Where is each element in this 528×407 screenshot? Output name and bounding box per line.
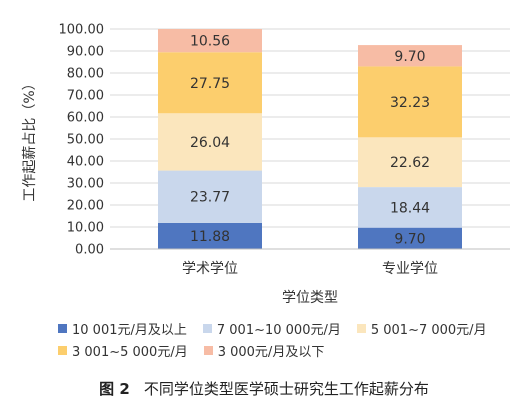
data-label-0-1: 23.77 [190,190,230,206]
bar-segment-1-2 [358,137,462,188]
legend-swatch-3001-5000 [58,345,67,355]
y-tick-label-3: 30.00 [67,177,104,192]
data-label-1-1: 18.44 [390,200,430,216]
y-axis-title: 工作起薪占比（%） [22,76,38,201]
data-label-0-0: 11.88 [190,229,230,245]
bar-segment-1-4 [358,45,462,67]
x-tick-label-0: 学术学位 [182,261,238,277]
data-label-0-2: 26.04 [190,135,230,151]
y-tick-label-5: 50.00 [67,133,104,148]
legend-row-1: 10 001元/月及以上 7 001~10 000元/月 5 001~7 000… [58,317,518,339]
y-tick-label-6: 60.00 [67,111,104,126]
x-tick-label-1: 专业学位 [382,261,438,277]
data-label-0-4: 10.56 [190,34,230,50]
data-label-1-3: 32.23 [390,95,430,111]
legend-item-10001-plus: 10 001元/月及以上 [58,319,187,338]
y-tick-label-1: 10.00 [67,221,104,236]
legend-item-7001-10000: 7 001~10 000元/月 [202,319,341,338]
legend-swatch-10001-plus [58,323,67,333]
legend-row-2: 3 001~5 000元/月 3 000元/月及以下 [58,339,518,361]
legend-swatch-7001-10000 [202,323,212,333]
bar-segment-0-4 [158,29,262,53]
data-label-1-2: 22.62 [390,155,430,171]
bar-segment-1-0 [358,227,462,249]
legend-label-3001-5000: 3 001~5 000元/月 [72,344,188,360]
y-tick-label-7: 70.00 [67,89,104,104]
legend-label-7001-10000: 7 001~10 000元/月 [216,322,341,338]
x-axis-title: 学位类型 [282,290,338,306]
y-tick-label-10: 100.00 [59,23,105,38]
y-tick-label-8: 80.00 [67,67,104,82]
legend-label-5001-7000: 5 001~7 000元/月 [370,322,487,338]
bar-segment-0-0 [158,222,262,249]
y-tick-label-2: 20.00 [67,199,104,214]
figure-caption: 图 2 不同学位类型医学硕士研究生工作起薪分布 [0,378,528,399]
data-label-1-4: 9.70 [394,49,425,65]
figure-caption-text: 不同学位类型医学硕士研究生工作起薪分布 [143,380,429,398]
legend-label-10001-plus: 10 001元/月及以上 [72,322,187,338]
legend: 10 001元/月及以上 7 001~10 000元/月 5 001~7 000… [58,317,518,361]
legend-swatch-5001-7000 [356,323,366,333]
bar-segment-0-2 [158,113,262,171]
legend-item-5001-7000: 5 001~7 000元/月 [356,319,487,338]
bar-segment-1-3 [358,66,462,138]
y-tick-label-9: 90.00 [67,45,104,60]
stacked-bar-chart: 0.00 10.00 20.00 30.00 40.00 50.00 60.00 70.00 8… [22,23,510,306]
bar-segment-0-3 [158,52,262,114]
bar-segment-1-1 [358,187,462,228]
legend-item-3001-5000: 3 001~5 000元/月 [58,341,188,360]
legend-swatch-3000-below [203,345,213,355]
data-label-0-3: 27.75 [190,76,230,92]
legend-label-3000-below: 3 000元/月及以下 [217,344,325,360]
legend-item-3000-below: 3 000元/月及以下 [203,341,325,360]
figure-caption-label: 图 2 [99,380,130,398]
y-tick-label-4: 40.00 [67,155,104,170]
y-tick-label-0: 0.00 [75,243,104,258]
bar-segment-0-1 [158,170,262,223]
data-label-1-0: 9.70 [394,231,425,247]
